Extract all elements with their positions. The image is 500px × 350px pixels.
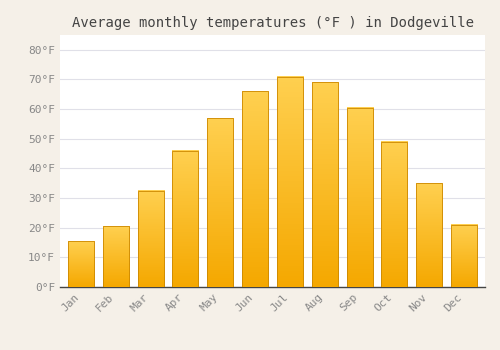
Bar — [207, 118, 234, 287]
Title: Average monthly temperatures (°F ) in Dodgeville: Average monthly temperatures (°F ) in Do… — [72, 16, 473, 30]
Bar — [277, 77, 303, 287]
Bar — [416, 183, 442, 287]
Bar — [242, 91, 268, 287]
Bar — [138, 191, 164, 287]
Bar — [68, 241, 94, 287]
Bar — [382, 142, 407, 287]
Bar — [102, 226, 129, 287]
Bar — [172, 150, 199, 287]
Bar — [312, 83, 338, 287]
Bar — [346, 108, 372, 287]
Bar — [451, 225, 477, 287]
